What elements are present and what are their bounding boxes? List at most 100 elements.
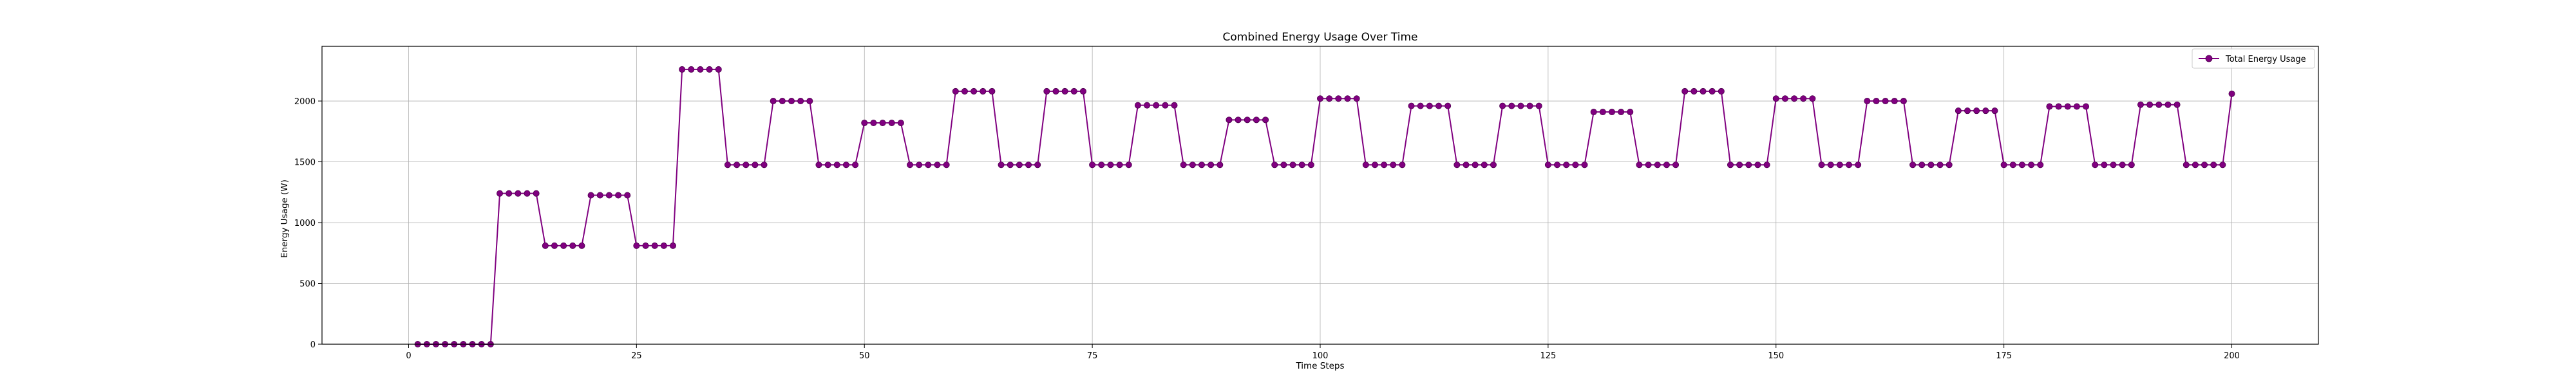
data-point [1180,161,1187,169]
data-point [1417,102,1424,109]
x-axis-ticks: 0 25 50 75 100 125 150 175 200 [406,344,2240,361]
y-tick-label: 1500 [294,158,316,168]
x-tick-label: 125 [1540,351,1556,361]
data-point [1098,161,1105,169]
data-point [615,192,622,199]
data-point [1955,107,1962,115]
data-point [1882,98,1889,105]
data-point [2009,161,2016,169]
data-point [1937,161,1944,169]
data-point [1298,161,1305,169]
data-point [660,242,667,249]
data-point [1444,102,1452,109]
data-point [624,192,631,199]
data-point [642,242,649,249]
data-point [2110,161,2117,169]
data-point [1627,109,1634,116]
data-point [934,161,941,169]
data-point [596,192,603,199]
x-tick-label: 50 [859,351,870,361]
data-point [1499,102,1506,109]
data-point [1262,116,1269,124]
data-point [1280,161,1287,169]
data-point [2064,103,2071,110]
data-point [633,242,640,249]
data-point [2018,161,2025,169]
data-point [971,87,978,95]
data-point [669,242,676,249]
x-tick-label: 75 [1087,351,1098,361]
data-point [1344,95,1351,102]
data-point [1544,161,1551,169]
data-point [1271,161,1278,169]
data-point [1654,161,1661,169]
data-point [1855,161,1862,169]
data-point [1435,102,1443,109]
chart-title: Combined Energy Usage Over Time [1223,31,1418,44]
data-point [2083,103,2090,110]
data-point [1144,102,1151,109]
data-point [1535,102,1542,109]
data-point [1226,116,1233,124]
data-point [688,66,695,73]
data-point [587,192,594,199]
data-point [1991,107,1998,115]
data-point [2183,161,2190,169]
x-tick-label: 200 [2224,351,2240,361]
data-point [569,242,576,249]
data-point [2210,161,2217,169]
data-point [1864,98,1871,105]
data-point [2137,101,2144,108]
data-point [1818,161,1825,169]
y-tick-label: 0 [310,340,316,350]
data-point [1244,116,1251,124]
data-point [1481,161,1488,169]
data-point [907,161,914,169]
data-point [1663,161,1670,169]
data-point [524,190,531,197]
data-point [1690,87,1698,95]
legend-marker [2205,55,2213,62]
data-point [1727,161,1734,169]
data-point [1107,161,1114,169]
data-point [1289,161,1296,169]
data-point [706,66,713,73]
x-tick-label: 0 [406,351,411,361]
data-point [1800,95,1807,102]
data-point [1153,102,1160,109]
data-point [1381,161,1388,169]
data-point [2164,101,2172,108]
data-point [1827,161,1834,169]
data-point [1217,161,1224,169]
data-point [1590,109,1597,116]
data-point [1198,161,1205,169]
y-tick-label: 2000 [294,97,316,107]
data-point [1781,95,1788,102]
data-point [2146,101,2154,108]
data-point [2119,161,2126,169]
data-point [1681,87,1689,95]
data-point [1353,95,1360,102]
data-point [806,98,813,105]
data-point [1208,161,1215,169]
data-point [1472,161,1479,169]
data-point [952,87,959,95]
x-tick-label: 25 [631,351,642,361]
data-point [1736,161,1743,169]
y-axis-label: Energy Usage (W) [279,179,290,258]
data-point [679,66,686,73]
data-point [1408,102,1415,109]
series-layer [414,66,2235,348]
x-axis-label: Time Steps [1295,361,1344,371]
data-point [1061,87,1068,95]
data-point [797,98,804,105]
data-point [1636,161,1643,169]
data-point [1918,161,1926,169]
data-point [734,161,741,169]
data-point [1070,87,1077,95]
data-point [515,190,522,197]
data-point [1700,87,1707,95]
data-point [1025,161,1032,169]
data-point [533,190,540,197]
